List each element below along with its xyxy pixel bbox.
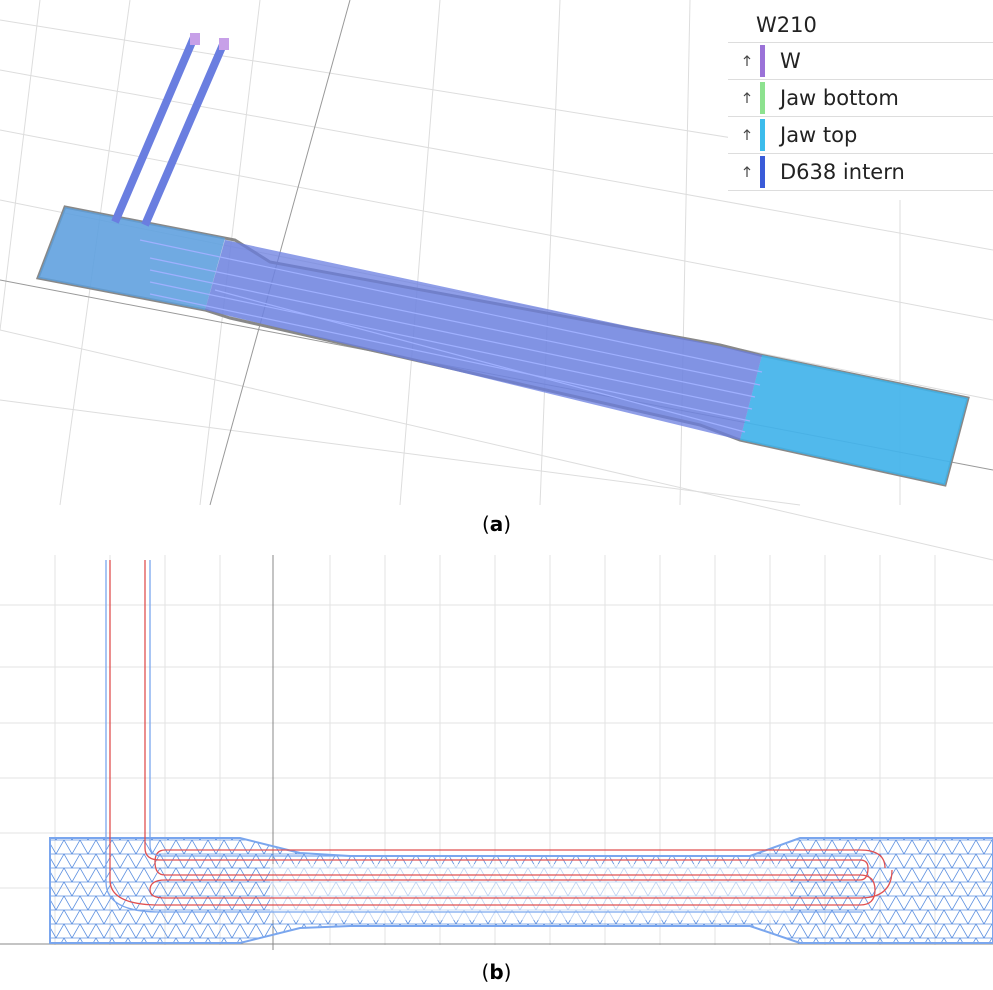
color-swatch [760, 119, 765, 151]
caption-text: ) [503, 512, 512, 536]
arrow-icon [743, 55, 751, 66]
caption-text: ( [481, 960, 490, 984]
legend-label: Jaw top [780, 123, 858, 147]
legend-label: D638 intern [780, 160, 905, 184]
color-swatch [760, 82, 765, 114]
arrow-icon [743, 129, 751, 140]
legend-item[interactable]: Jaw top [728, 117, 993, 154]
legend-items: W Jaw bottom Jaw top D638 intern [728, 43, 993, 191]
specimen-3d [35, 33, 970, 487]
caption: (b) [0, 960, 993, 984]
legend-item[interactable]: D638 intern [728, 154, 993, 191]
caption: (a) [0, 512, 993, 536]
legend-label: Jaw bottom [780, 86, 899, 110]
caption-letter: b [489, 960, 504, 984]
legend-title: W210 [728, 8, 993, 43]
legend-label: W [780, 49, 801, 73]
arrow-icon [743, 92, 751, 103]
legend: W210 W Jaw bottom Jaw top D638 intern [728, 8, 993, 191]
arrow-icon [743, 166, 751, 177]
legend-item[interactable]: W [728, 43, 993, 80]
color-swatch [760, 45, 765, 77]
specimen-slice [49, 560, 993, 944]
caption-text: ( [481, 512, 490, 536]
legend-item[interactable]: Jaw bottom [728, 80, 993, 117]
caption-text: ) [503, 960, 512, 984]
caption-letter: a [489, 512, 504, 536]
color-swatch [760, 156, 765, 188]
